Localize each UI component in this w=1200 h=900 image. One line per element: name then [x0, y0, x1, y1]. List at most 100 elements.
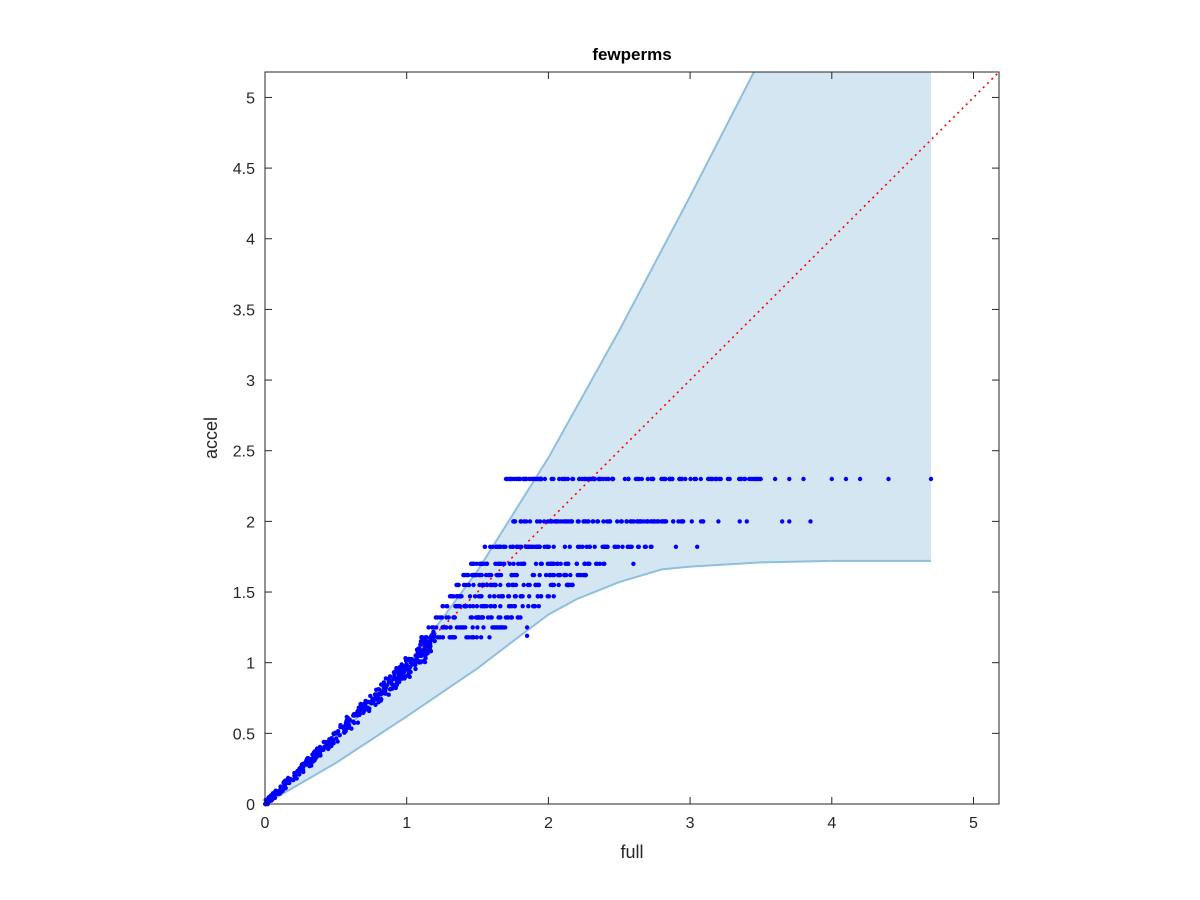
data-point [526, 604, 531, 609]
data-point [421, 638, 427, 643]
data-point [413, 666, 418, 672]
data-point [443, 625, 448, 630]
data-point [570, 582, 575, 588]
data-point [463, 625, 468, 630]
data-point [751, 476, 756, 482]
data-point [399, 676, 404, 681]
data-point [648, 544, 653, 549]
data-point [628, 519, 634, 524]
data-point [386, 692, 391, 697]
y-axis-ticks: 0 0.5 1 1.5 2 2.5 3 3.5 4 4.5 5 [233, 90, 999, 814]
data-point [299, 762, 304, 768]
data-point [496, 594, 501, 599]
data-point [283, 780, 288, 785]
data-point [351, 719, 356, 724]
data-point [506, 582, 512, 588]
data-point [270, 797, 275, 802]
data-point [787, 519, 792, 524]
data-point [479, 615, 484, 620]
y-tick-label: 5 [246, 90, 255, 107]
data-point [679, 519, 684, 524]
data-point [508, 544, 513, 549]
data-point [546, 594, 552, 599]
data-point [483, 572, 489, 578]
data-point [492, 604, 498, 609]
data-point [431, 629, 436, 635]
data-point [444, 604, 449, 609]
data-point [604, 519, 610, 524]
data-point [514, 476, 519, 482]
data-point [344, 718, 350, 723]
y-tick-label: 3.5 [233, 302, 255, 319]
data-point [454, 604, 460, 609]
data-point [538, 594, 544, 599]
data-point [543, 572, 549, 578]
data-point [349, 726, 354, 731]
data-point [487, 635, 492, 640]
data-point [535, 544, 540, 549]
data-point [418, 642, 423, 647]
data-point [467, 594, 473, 599]
data-point [677, 476, 682, 482]
data-point [498, 615, 503, 620]
data-point [549, 519, 554, 524]
data-point [780, 519, 785, 524]
data-point [568, 572, 573, 578]
data-point [344, 714, 349, 720]
x-axis-label: full [620, 842, 643, 862]
data-point [570, 476, 576, 482]
data-point [563, 519, 568, 524]
data-point [474, 604, 480, 609]
data-point [673, 544, 679, 549]
data-point [594, 561, 600, 566]
data-point [387, 687, 393, 692]
data-point [418, 648, 423, 654]
data-point [383, 676, 388, 681]
data-point [337, 733, 342, 738]
data-point [464, 635, 469, 640]
data-point [423, 652, 428, 658]
data-point [287, 778, 292, 783]
x-tick-label: 2 [544, 815, 553, 832]
data-point [312, 754, 317, 759]
data-point [587, 544, 593, 549]
data-point [514, 572, 519, 578]
data-point [501, 544, 506, 549]
data-point [498, 544, 503, 549]
data-point [539, 476, 544, 482]
y-axis-label: accel [201, 417, 221, 459]
data-point [574, 561, 579, 566]
data-point [698, 476, 703, 482]
x-tick-label: 5 [969, 815, 978, 832]
data-point [518, 519, 523, 524]
data-point [511, 582, 516, 588]
data-point [596, 476, 601, 482]
data-point [527, 519, 533, 524]
data-point [427, 647, 433, 652]
data-point [688, 476, 693, 482]
data-point [481, 625, 486, 630]
data-point [533, 561, 539, 566]
data-point [356, 705, 361, 710]
y-tick-label: 4.5 [233, 161, 255, 178]
data-point [567, 544, 572, 549]
data-point [470, 625, 475, 630]
data-point [478, 572, 483, 578]
data-point [527, 582, 532, 588]
data-point [636, 544, 641, 549]
data-point [424, 635, 429, 640]
data-point [626, 476, 631, 482]
data-point [346, 723, 351, 728]
data-point [487, 594, 492, 599]
data-point [404, 662, 409, 667]
data-point [392, 673, 397, 678]
data-point [400, 665, 405, 670]
data-point [857, 476, 863, 482]
data-point [391, 682, 396, 687]
data-point [518, 561, 523, 566]
data-points [262, 476, 934, 807]
x-tick-label: 3 [686, 815, 695, 832]
data-point [461, 572, 466, 578]
y-tick-label: 1.5 [233, 585, 255, 602]
data-point [700, 519, 706, 524]
